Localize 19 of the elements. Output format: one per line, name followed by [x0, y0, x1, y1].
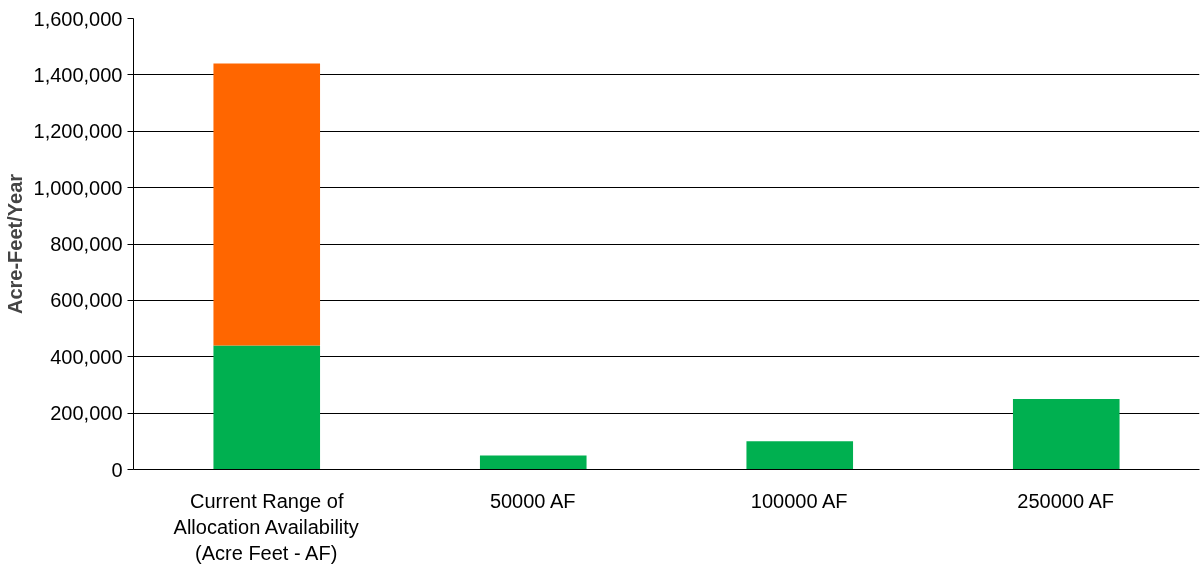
y-tick-label: 1,000,000 — [33, 176, 123, 199]
y-tick-label: 0 — [111, 458, 123, 481]
y-tick-label: 1,600,000 — [33, 7, 123, 30]
y-tick-label: 800,000 — [50, 233, 123, 255]
y-tick-label: 200,000 — [50, 402, 123, 425]
x-tick-label: 250000 AF — [1017, 489, 1115, 512]
bar — [479, 455, 587, 470]
bar — [213, 345, 321, 470]
y-tick-label: 600,000 — [50, 289, 123, 312]
y-tick-label: 1,400,000 — [33, 63, 123, 86]
x-tick-label: Current Range of Allocation Availability (Acre Feet - AF) — [173, 489, 359, 565]
y-axis-title: Acre-Feet/Year — [3, 173, 26, 315]
bar — [1012, 399, 1120, 470]
x-tick-label: 50000 AF — [489, 489, 576, 512]
y-tick-label: 400,000 — [50, 345, 123, 368]
y-tick-label: 1,200,000 — [33, 120, 123, 143]
bar — [213, 63, 321, 346]
x-tick-label: 100000 AF — [750, 489, 848, 512]
bar — [746, 441, 854, 470]
